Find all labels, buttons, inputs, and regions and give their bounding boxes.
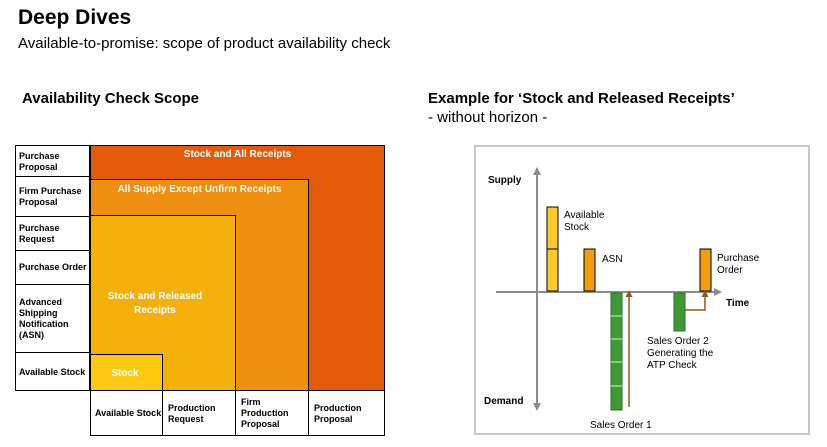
available-stock-bar-lower	[546, 248, 559, 292]
example-subheading: - without horizon -	[428, 109, 548, 126]
zone-stock	[90, 354, 163, 391]
zone-label-stock-and-released-receipts: Stock and Released Receipts	[107, 291, 203, 316]
page-subtitle: Available-to-promise: scope of product a…	[18, 35, 391, 52]
asn-annotation: ASN	[602, 254, 623, 265]
column-label-available-stock: Available Stock	[90, 391, 163, 436]
availability-scope-heading: Availability Check Scope	[22, 90, 200, 107]
purchase-order-annotation: Purchase Order	[717, 253, 760, 276]
row-label-purchase-order: Purchase Order	[15, 251, 89, 285]
column-label-table	[90, 391, 385, 436]
sales-order-1-bar	[610, 292, 623, 411]
sales-order-1-arrowhead	[625, 290, 633, 297]
zone-label-stock-and-all-receipts: Stock and All Receipts	[183, 149, 292, 160]
atp-example-diagram: Supply Demand Time Available Stock ASN P…	[474, 145, 810, 435]
row-label-firm-purchase-proposal: Firm Purchase Proposal	[15, 177, 89, 217]
sales-order-1-annotation: Sales Order 1	[590, 420, 652, 431]
time-axis-arrowhead	[714, 288, 722, 296]
atp-example-svg	[496, 167, 722, 411]
sales-order-2-arrowhead	[701, 290, 709, 297]
column-label-firm-production-proposal: Firm Production Proposal	[236, 391, 309, 436]
row-label-available-stock: Available Stock	[19, 366, 86, 377]
row-label-purchase-request: Purchase Request	[15, 217, 89, 251]
demand-axis-label: Demand	[484, 396, 524, 407]
sales-order-2-annotation: Sales Order 2 Generating the ATP Check	[647, 336, 714, 371]
row-label-purchase-proposal: Purchase Proposal	[15, 147, 89, 177]
time-axis-label: Time	[726, 298, 750, 309]
zone-label-all-supply-except-unfirm: All Supply Except Unfirm Receipts	[117, 184, 282, 195]
demand-axis-arrowhead	[533, 403, 541, 411]
availability-scope-diagram: Purchase Proposal Firm Purchase Proposal…	[15, 145, 385, 437]
supply-axis-label: Supply	[488, 175, 522, 186]
sales-order-2-bar	[673, 292, 686, 332]
column-label-production-request: Production Request	[163, 391, 236, 436]
available-stock-annotation: Available Stock	[564, 210, 605, 233]
available-stock-bar-upper	[546, 206, 559, 250]
zone-label-stock: Stock	[111, 368, 139, 379]
purchase-order-bar	[699, 248, 712, 292]
row-label-asn: Advanced Shipping Notification (ASN)	[15, 285, 89, 353]
example-heading: Example for ‘Stock and Released Receipts…	[428, 90, 735, 107]
column-label-production-proposal: Production Proposal	[314, 402, 362, 424]
page-title: Deep Dives	[18, 6, 132, 29]
sales-order-2-coverage-arrow	[685, 295, 706, 311]
asn-bar	[583, 248, 596, 292]
supply-axis-arrowhead	[533, 167, 541, 175]
row-label-table	[15, 145, 90, 391]
